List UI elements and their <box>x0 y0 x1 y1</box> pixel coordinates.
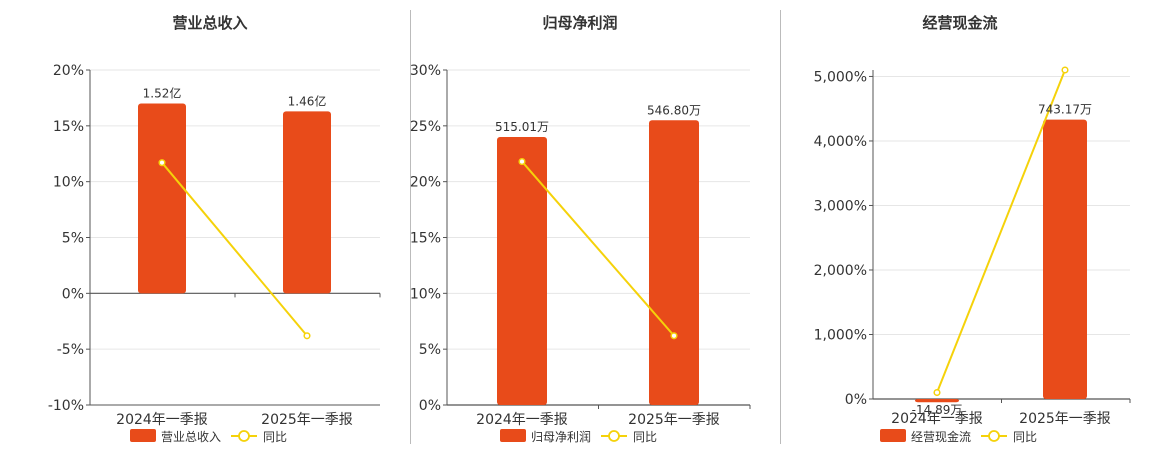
chart-panel-0 <box>86 69 381 442</box>
x-category-label: 2024年一季报 <box>116 412 208 428</box>
y-tick-label: -5% <box>57 342 84 358</box>
y-tick-label: 1,000% <box>814 327 867 343</box>
legend-line-label: 同比 <box>263 430 287 444</box>
y-tick-label: 0% <box>62 286 84 302</box>
bar <box>1043 119 1087 399</box>
legend-line-label: 同比 <box>633 430 657 444</box>
y-tick-label: 0% <box>845 392 867 408</box>
legend-bar-label: 经营现金流 <box>911 429 971 444</box>
y-tick-label: 20% <box>410 175 441 191</box>
panel-divider <box>780 10 781 444</box>
y-tick-label: 5% <box>62 231 84 247</box>
y-tick-label: 20% <box>53 63 84 79</box>
legend-line-marker <box>238 430 250 442</box>
yoy-line <box>521 160 675 337</box>
yoy-line <box>161 162 308 337</box>
bar-data-label: 515.01万 <box>495 120 549 134</box>
bar-data-label: 743.17万 <box>1038 103 1092 117</box>
yoy-point <box>670 332 678 340</box>
legend-line-marker <box>988 430 1000 442</box>
y-tick-label: 15% <box>410 231 441 247</box>
yoy-point <box>1061 66 1069 74</box>
yoy-point <box>518 158 526 166</box>
y-tick-label: 4,000% <box>814 134 867 150</box>
bar <box>649 120 699 405</box>
x-category-label: 2025年一季报 <box>1019 411 1111 427</box>
y-tick-label: 5% <box>419 342 441 358</box>
bar-data-label: 546.80万 <box>647 103 701 117</box>
legend-bar-swatch <box>130 429 156 442</box>
chart-panel-1 <box>443 69 751 442</box>
yoy-point <box>158 159 166 167</box>
bar-data-label: 1.52亿 <box>143 86 182 101</box>
x-category-label: 2025年一季报 <box>261 412 353 428</box>
y-tick-label: 2,000% <box>814 263 867 279</box>
legend-bar-label: 营业总收入 <box>161 430 221 444</box>
chart-title-net-profit: 归母净利润 <box>542 14 618 32</box>
y-tick-label: 30% <box>410 63 441 79</box>
chart-panel-2 <box>869 66 1131 442</box>
bar-data-label: -14.89万 <box>912 403 963 417</box>
legend-line-marker <box>608 430 620 442</box>
x-category-label: 2024年一季报 <box>891 411 983 427</box>
y-tick-label: 25% <box>410 119 441 135</box>
x-category-label: 2024年一季报 <box>476 412 568 428</box>
yoy-point <box>303 332 311 340</box>
bar <box>497 137 547 405</box>
bar <box>915 399 959 403</box>
y-tick-label: 3,000% <box>814 198 867 214</box>
yoy-line <box>936 69 1066 393</box>
panel-divider <box>410 10 411 444</box>
y-tick-label: 10% <box>410 286 441 302</box>
legend-bar-swatch <box>880 429 906 442</box>
y-tick-label: 5,000% <box>814 69 867 85</box>
bar-data-label: 1.46亿 <box>288 93 327 108</box>
bar <box>283 111 331 294</box>
yoy-point <box>933 388 941 397</box>
legend-bar-label: 归母净利润 <box>531 430 591 444</box>
legend-line-label: 同比 <box>1013 430 1037 444</box>
chart-title-cashflow: 经营现金流 <box>922 14 998 32</box>
y-tick-label: 15% <box>53 119 84 135</box>
y-tick-label: -10% <box>48 398 84 414</box>
legend-bar-swatch <box>500 429 526 442</box>
x-category-label: 2025年一季报 <box>628 412 720 428</box>
y-tick-label: 10% <box>53 175 84 191</box>
y-tick-label: 0% <box>419 398 441 414</box>
bar <box>138 103 186 294</box>
chart-title-revenue: 营业总收入 <box>172 14 248 32</box>
